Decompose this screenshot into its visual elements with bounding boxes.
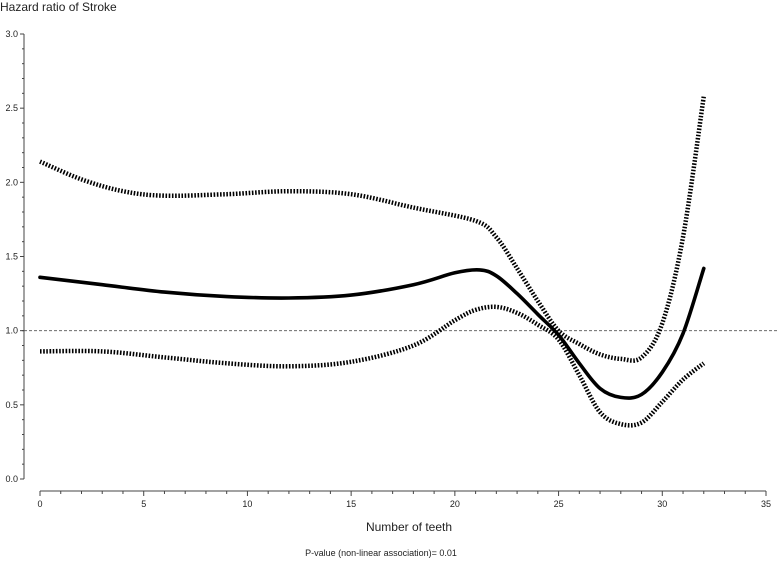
series-group (38, 95, 707, 428)
x-tick-label: 0 (37, 499, 42, 509)
x-axis-title: Number of teeth (366, 520, 452, 534)
x-tick-label: 5 (141, 499, 146, 509)
x-tick-label: 30 (657, 499, 667, 509)
y-axis-title: Hazard ratio of Stroke (0, 0, 117, 14)
series-line-upper-95ci (39, 95, 707, 363)
y-tick-label: 0.5 (5, 400, 18, 410)
y-tick-label: 1.0 (5, 326, 18, 336)
x-tick-label: 35 (761, 499, 771, 509)
x-tick-label: 10 (242, 499, 252, 509)
y-tick-label: 2.5 (5, 103, 18, 113)
x-tick-label: 25 (554, 499, 564, 509)
series-line-estimate (38, 266, 706, 400)
y-tick-label: 1.5 (5, 252, 18, 262)
y-tick-label: 0.0 (5, 474, 18, 484)
y-tick-label: 3.0 (5, 29, 18, 39)
p-value-note: P-value (non-linear association)= 0.01 (305, 548, 457, 558)
y-tick-label: 2.0 (5, 177, 18, 187)
axes: 0.0 0.5 1.0 1.5 2.0 2.5 3.0 0 5 10 15 20 25 30 35 (5, 29, 771, 509)
x-tick-label: 15 (346, 499, 356, 509)
x-tick-label: 20 (450, 499, 460, 509)
series-line-lower-95ci (39, 304, 706, 428)
